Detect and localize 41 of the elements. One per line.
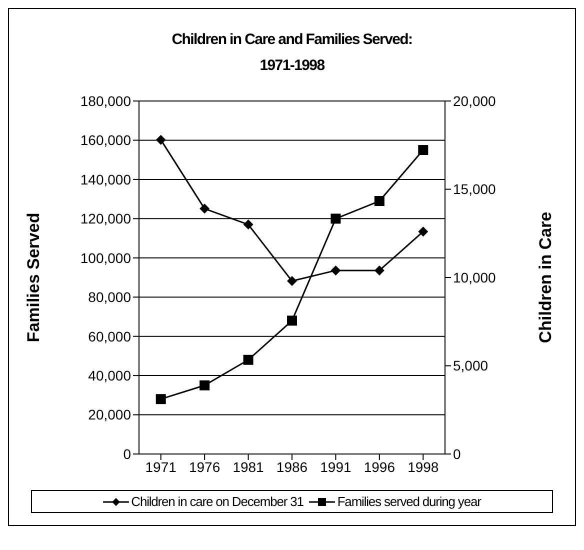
y-tick-label: 0 <box>123 446 132 462</box>
y-tick-label: 180,000 <box>80 92 132 109</box>
point <box>287 316 297 326</box>
y-tick-label: 120,000 <box>80 210 132 227</box>
x-tick-label: 1996 <box>364 458 396 475</box>
y2-tick-label: 10,000 <box>453 269 496 286</box>
legend-label: Families served during year <box>336 494 481 509</box>
y-tick-label: 100,000 <box>80 250 132 266</box>
legend-label: Children in care on December 31 <box>130 494 304 509</box>
y-tick-label: 160,000 <box>80 132 132 148</box>
x-tick-label: 1976 <box>188 458 220 475</box>
y2-tick-label: 20,000 <box>453 92 496 109</box>
y-axis-title: Families Served <box>24 212 44 342</box>
point <box>200 380 210 390</box>
point <box>200 204 210 214</box>
y-tick-label: 60,000 <box>88 328 132 344</box>
chart-title: Children in Care and Families Served: 1971-1998 <box>170 30 414 76</box>
point <box>287 276 297 286</box>
y-tick-label: 20,000 <box>88 406 132 423</box>
y-tick-label: 40,000 <box>88 368 132 384</box>
x-tick-label: 1971 <box>145 458 177 475</box>
y-tick-label: 140,000 <box>80 171 132 188</box>
y2-tick-label: 5,000 <box>453 358 488 374</box>
point <box>330 265 341 276</box>
x-tick-label: 1998 <box>408 458 439 475</box>
point <box>156 134 166 145</box>
y-tick-label: 80,000 <box>88 289 132 306</box>
point <box>418 145 428 156</box>
point <box>330 214 341 224</box>
point <box>243 220 254 230</box>
point <box>156 394 166 404</box>
point <box>374 196 384 206</box>
x-tick-label: 1981 <box>232 458 264 475</box>
x-tick-label: 1986 <box>276 458 308 475</box>
y2-tick-label: 15,000 <box>453 181 496 198</box>
x-tick-label: 1991 <box>320 458 352 475</box>
point <box>243 354 254 365</box>
y2-axis-title: Children in Care <box>536 212 556 344</box>
point <box>374 265 384 276</box>
y2-tick-label: 0 <box>453 446 461 462</box>
point <box>418 226 428 237</box>
